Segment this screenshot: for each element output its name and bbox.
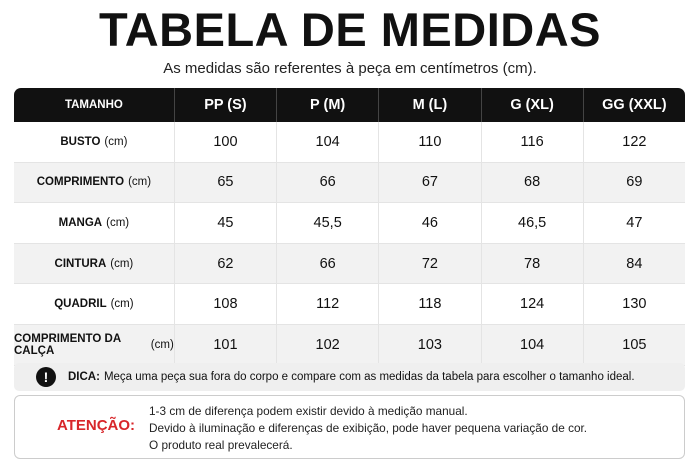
column-header: M (L): [379, 88, 482, 122]
row-unit: (cm): [128, 176, 152, 189]
row-name: MANGA: [58, 216, 103, 229]
tip-text: Meça uma peça sua fora do corpo e compar…: [103, 371, 635, 383]
row-label: COMPRIMENTO (cm): [14, 162, 175, 203]
title: TABELA DE MEDIDAS: [99, 3, 601, 56]
row-label: MANGA (cm): [14, 203, 175, 243]
column-header: TAMANHO: [14, 88, 175, 122]
warning-line: 1-3 cm de diferença podem existir devido…: [149, 404, 468, 418]
tip-icon: !: [36, 367, 56, 387]
row-name: BUSTO: [60, 135, 101, 148]
warning-line: Devido à iluminação e diferenças de exib…: [149, 421, 588, 435]
header-row: TAMANHO PP (S) P (M) M (L) G (XL) GG (XXL): [14, 88, 685, 122]
value-cell: 66: [277, 162, 380, 203]
column-header: G (XL): [482, 88, 584, 122]
value-cell: 84: [626, 255, 643, 272]
row-unit: (cm): [110, 298, 134, 311]
value-cell: 104: [277, 122, 380, 162]
value-cell: 65: [175, 162, 278, 203]
table-row: COMPRIMENTO DA CALÇA (cm) 101 102 103 104 105: [14, 324, 685, 366]
row-unit: (cm): [110, 257, 134, 270]
warning-line: O produto real prevalecerá.: [149, 438, 293, 452]
value-cell: 130: [622, 296, 647, 313]
value-cell: 45,5: [277, 203, 380, 243]
size-table: TAMANHO PP (S) P (M) M (L) G (XL) GG (XXL) BUS…: [14, 88, 685, 366]
row-label: QUADRIL (cm): [14, 284, 175, 324]
value-cell: 45: [175, 203, 278, 243]
subtitle: As medidas são referentes à peça em cent…: [163, 60, 537, 77]
table-row: QUADRIL (cm) 108 112 118 124 130: [14, 284, 685, 325]
table-row: MANGA (cm) 45 45,5 46 46,5 47: [14, 203, 685, 244]
value-cell: 118: [379, 284, 482, 324]
value-cell: 116: [482, 122, 584, 162]
table-row: COMPRIMENTO (cm) 65 66 67 68 69: [14, 162, 685, 204]
warning-label: ATENÇÃO:: [57, 417, 136, 434]
column-header: GG (XXL): [602, 97, 667, 113]
warning-box: ATENÇÃO: 1-3 cm de diferença podem exist…: [14, 395, 685, 459]
row-unit: (cm): [150, 338, 174, 351]
tip-box: ! DICA: Meça uma peça sua fora do corpo …: [14, 363, 685, 391]
row-unit: (cm): [104, 135, 128, 148]
row-unit: (cm): [106, 216, 130, 229]
value-cell: 72: [379, 243, 482, 284]
value-cell: 102: [277, 324, 380, 365]
row-name: COMPRIMENTO DA CALÇA: [14, 332, 121, 357]
column-header: PP (S): [175, 88, 278, 122]
table-row: BUSTO (cm) 100 104 110 116 122: [14, 122, 685, 163]
value-cell: 46: [379, 203, 482, 243]
row-name: CINTURA: [54, 257, 107, 270]
table-row: CINTURA (cm) 62 66 72 78 84: [14, 243, 685, 285]
value-cell: 47: [626, 214, 643, 231]
value-cell: 46,5: [482, 203, 584, 243]
value-cell: 101: [175, 324, 278, 365]
value-cell: 112: [277, 284, 380, 324]
value-cell: 103: [379, 324, 482, 365]
column-header: P (M): [277, 88, 380, 122]
value-cell: 108: [175, 284, 278, 324]
row-name: COMPRIMENTO: [36, 176, 125, 189]
value-cell: 100: [175, 122, 278, 162]
value-cell: 104: [482, 324, 584, 365]
row-name: QUADRIL: [54, 298, 107, 311]
value-cell: 67: [379, 162, 482, 203]
value-cell: 122: [622, 133, 647, 150]
value-cell: 105: [622, 336, 647, 353]
value-cell: 68: [482, 162, 584, 203]
value-cell: 124: [482, 284, 584, 324]
value-cell: 62: [175, 243, 278, 284]
row-label: CINTURA (cm): [14, 243, 175, 284]
value-cell: 78: [482, 243, 584, 284]
tip-label: DICA:: [68, 371, 100, 383]
value-cell: 110: [379, 122, 482, 162]
row-label: BUSTO (cm): [14, 122, 175, 162]
value-cell: 69: [626, 174, 643, 191]
value-cell: 66: [277, 243, 380, 284]
row-label: COMPRIMENTO DA CALÇA (cm): [14, 324, 175, 365]
